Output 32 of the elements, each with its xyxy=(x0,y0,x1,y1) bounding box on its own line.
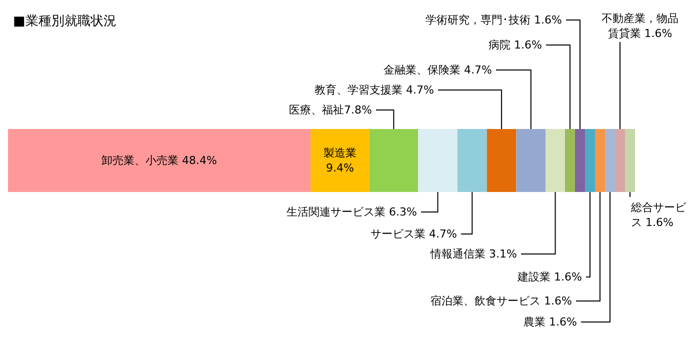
text: 総合サービス 1.6% xyxy=(631,201,686,229)
text: 教育、学習支援業 4.7% xyxy=(314,84,434,96)
text: 医療、福祉7.8% xyxy=(289,104,372,116)
text: 農業 1.6% xyxy=(524,316,578,328)
series-label: 製造業 xyxy=(323,146,356,160)
bar xyxy=(8,129,311,192)
bar xyxy=(574,129,585,192)
bar xyxy=(418,129,458,192)
text: サービス業 4.7% xyxy=(370,228,458,240)
text: 学術研究，専門･技術 1.6% xyxy=(426,14,562,26)
text: 宿泊業、飲食サービス 1.6% xyxy=(430,294,572,308)
text: 金融業、保険業 4.7% xyxy=(384,64,492,76)
bar xyxy=(614,129,625,192)
bar xyxy=(564,129,575,192)
bar xyxy=(594,129,605,192)
text: 生活関連サービス業 6.3% xyxy=(286,206,418,218)
chart-title: ■業種別就職状況 xyxy=(13,14,116,29)
bar xyxy=(546,129,565,192)
text: 建設業 1.6% xyxy=(518,270,582,284)
text: 病院 1.6% xyxy=(488,38,542,52)
bar xyxy=(625,129,635,192)
bar xyxy=(369,129,418,192)
bar xyxy=(457,129,487,192)
text: 不動産業，物品賃貸業 1.6% xyxy=(602,12,678,40)
bar xyxy=(604,129,615,192)
text: 情報通信業 3.1% xyxy=(430,248,518,260)
data-label: 9.4% xyxy=(326,162,354,174)
bar xyxy=(584,129,595,192)
bar xyxy=(310,129,370,192)
bar xyxy=(486,129,516,192)
text: 卸売業、小売業 48.4% xyxy=(102,154,218,167)
bar xyxy=(516,129,546,192)
